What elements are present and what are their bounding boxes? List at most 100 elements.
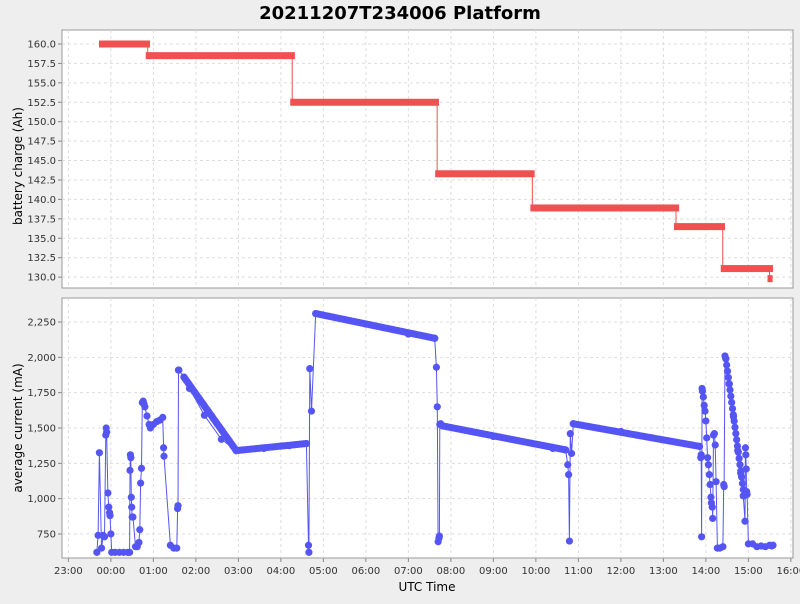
current-point (200, 411, 208, 419)
current-point (137, 479, 145, 487)
current-point (127, 493, 135, 501)
current-point (159, 413, 167, 422)
current-point (731, 423, 739, 431)
current-point (489, 432, 497, 441)
bottom-y-tick-label: 1,500 (27, 424, 56, 435)
current-point (565, 471, 573, 479)
current-point (701, 407, 709, 415)
x-axis-label: UTC Time (399, 580, 456, 594)
current-point (174, 502, 182, 510)
current-point (728, 405, 737, 413)
x-tick-label: 08:00 (436, 566, 465, 577)
top-y-tick-label: 142.5 (27, 175, 56, 186)
current-point (737, 469, 745, 477)
current-point (710, 430, 718, 438)
x-tick-label: 23:00 (54, 566, 83, 577)
current-point (564, 461, 572, 469)
battery-step-segment (98, 40, 150, 48)
current-point (302, 439, 310, 448)
current-point (304, 541, 313, 549)
current-point (725, 380, 733, 388)
x-tick-label: 15:00 (734, 566, 763, 577)
current-point (727, 392, 735, 400)
top-y-tick-label: 152.5 (27, 98, 56, 109)
current-point (306, 365, 314, 373)
battery-step-segment (767, 275, 773, 283)
top-gridlines (62, 30, 793, 288)
current-point (769, 541, 777, 549)
current-point (438, 422, 446, 430)
top-y-tick-label: 140.0 (27, 195, 56, 206)
current-point (128, 503, 136, 511)
x-tick-label: 03:00 (224, 566, 253, 577)
top-y-tick-label: 135.0 (27, 234, 56, 245)
x-tick-label: 11:00 (564, 566, 593, 577)
current-point (285, 442, 293, 450)
current-point (104, 489, 112, 497)
bottom-y-tick-label: 1,750 (27, 388, 56, 399)
x-axis: 23:00 00:00 01:00 02:00 03:00 04:00 05:00 06:00… (54, 558, 800, 577)
current-point (565, 537, 574, 545)
current-point (695, 442, 704, 450)
x-tick-label: 04:00 (266, 566, 295, 577)
current-point (362, 320, 370, 328)
x-tick-label: 05:00 (309, 566, 338, 577)
current-point (719, 543, 727, 551)
chart-title: 20211207T234006 Platform (259, 3, 541, 24)
battery-step-segment (290, 98, 439, 106)
bottom-gridlines (62, 298, 793, 558)
current-point (712, 478, 720, 486)
average-current-series (93, 309, 777, 556)
current-point (137, 464, 146, 472)
bottom-y-tick-label: 2,250 (27, 318, 56, 329)
current-point (143, 412, 151, 420)
current-point (566, 430, 574, 438)
top-y-tick-label: 155.0 (27, 78, 56, 89)
current-point (732, 429, 740, 438)
current-point (617, 427, 625, 436)
current-point (125, 548, 134, 556)
bottom-y-tick-label: 750 (37, 529, 56, 540)
current-point (736, 461, 744, 469)
current-point (185, 384, 194, 393)
current-point (103, 428, 111, 436)
current-point (569, 420, 577, 428)
current-point (95, 449, 103, 457)
current-point (312, 309, 320, 318)
top-y-tick-label: 145.0 (27, 156, 56, 167)
top-plot-area (61, 29, 794, 289)
current-point (711, 441, 719, 449)
current-point (741, 517, 749, 525)
current-point (733, 436, 741, 444)
current-point (705, 471, 713, 479)
current-point (698, 533, 706, 541)
current-point (159, 444, 168, 452)
current-point (106, 512, 114, 520)
current-point (435, 532, 443, 540)
top-y-tick-label: 137.5 (27, 214, 56, 225)
x-tick-label: 02:00 (181, 566, 210, 577)
current-point (699, 393, 707, 401)
battery-step-segment (720, 265, 774, 273)
current-point (97, 544, 106, 552)
battery-step-segment (435, 170, 535, 178)
current-point (180, 373, 188, 381)
current-point (135, 538, 143, 547)
x-tick-label: 06:00 (351, 566, 380, 577)
current-point (126, 466, 134, 474)
current-point (724, 373, 732, 382)
top-y-tick-label: 160.0 (27, 39, 56, 50)
current-point (136, 526, 144, 534)
current-point (723, 367, 732, 375)
current-point (703, 454, 712, 462)
current-point (742, 465, 750, 473)
current-point (232, 447, 240, 455)
current-point (726, 386, 734, 394)
current-point (129, 513, 137, 521)
bottom-y-tick-label: 1,000 (27, 494, 56, 505)
current-point (100, 533, 109, 541)
current-point (720, 483, 728, 491)
top-y-tick-label: 157.5 (27, 59, 56, 70)
